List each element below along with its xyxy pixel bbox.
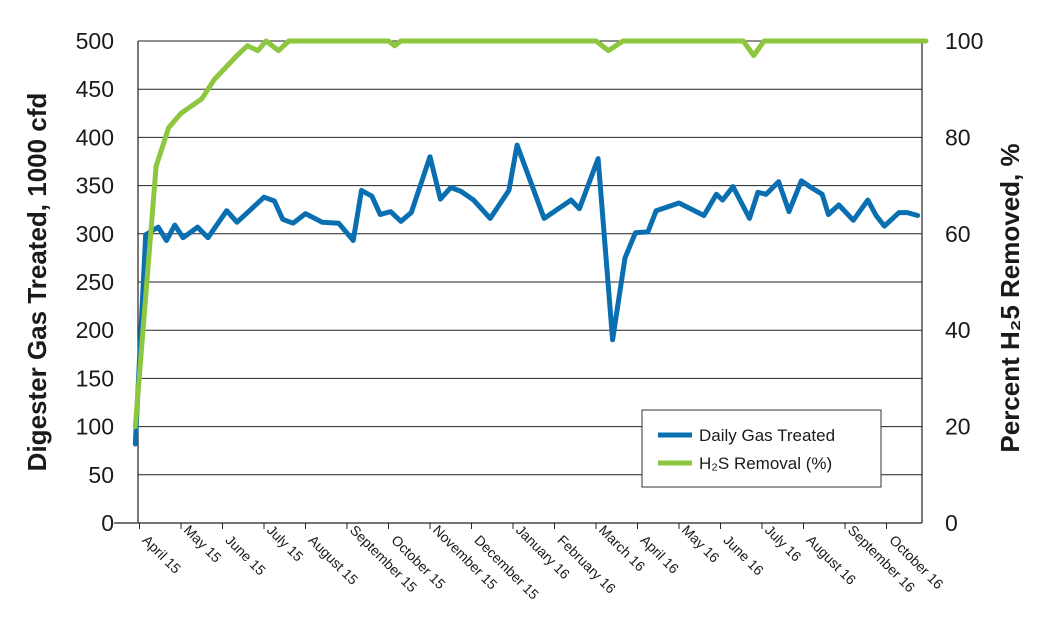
series-lines xyxy=(132,38,929,447)
left-tick-label: 300 xyxy=(76,221,114,247)
x-tick-label: March 16 xyxy=(596,522,649,575)
left-tick-label: 0 xyxy=(101,510,114,536)
right-axis-title: Percent H₂5 Removed, % xyxy=(995,143,1025,452)
right-tick-label: 40 xyxy=(945,317,971,343)
x-tick-label: May 16 xyxy=(679,522,723,566)
left-tick-label: 350 xyxy=(76,173,114,199)
left-axis-ticks: 0 50 100 150 200 250 300 350 400 450 500 xyxy=(76,28,114,536)
x-tick-label: August 16 xyxy=(803,532,859,588)
right-tick-label: 100 xyxy=(945,28,983,54)
left-tick-label: 450 xyxy=(76,76,114,102)
left-tick-label: 200 xyxy=(76,317,114,343)
left-tick-label: 50 xyxy=(88,462,114,488)
right-tick-label: 0 xyxy=(945,510,958,536)
left-tick-label: 500 xyxy=(76,28,114,54)
left-tick-label: 150 xyxy=(76,365,114,391)
x-tick-label: June 15 xyxy=(222,532,269,579)
series-line-h2s-removal xyxy=(132,38,929,430)
x-tick-label: July 16 xyxy=(762,522,805,565)
x-tick-label: April 16 xyxy=(637,532,682,577)
x-tick-label: July 15 xyxy=(264,522,307,565)
left-tick-label: 100 xyxy=(76,414,114,440)
legend-box xyxy=(641,409,882,488)
right-tick-label: 80 xyxy=(945,124,971,150)
right-tick-label: 20 xyxy=(945,414,971,440)
series-line-daily-gas xyxy=(132,142,921,447)
x-tick-label: May 15 xyxy=(181,522,225,566)
right-tick-label: 60 xyxy=(945,221,971,247)
left-tick-label: 250 xyxy=(76,269,114,295)
left-axis-title: Digester Gas Treated, 1000 cfd xyxy=(22,93,52,472)
right-axis-ticks: 0 20 40 60 80 100 xyxy=(945,28,983,536)
x-tick-label: June 16 xyxy=(720,532,767,579)
legend: Daily Gas Treated H₂S Removal (%) xyxy=(641,409,882,488)
legend-label-h2s-removal: H₂S Removal (%) xyxy=(699,454,832,473)
left-tick-label: 400 xyxy=(76,124,114,150)
x-tick-label: April 15 xyxy=(139,532,184,577)
legend-label-daily-gas: Daily Gas Treated xyxy=(699,426,835,445)
x-tick-label: August 15 xyxy=(305,532,361,588)
axes xyxy=(114,41,923,524)
